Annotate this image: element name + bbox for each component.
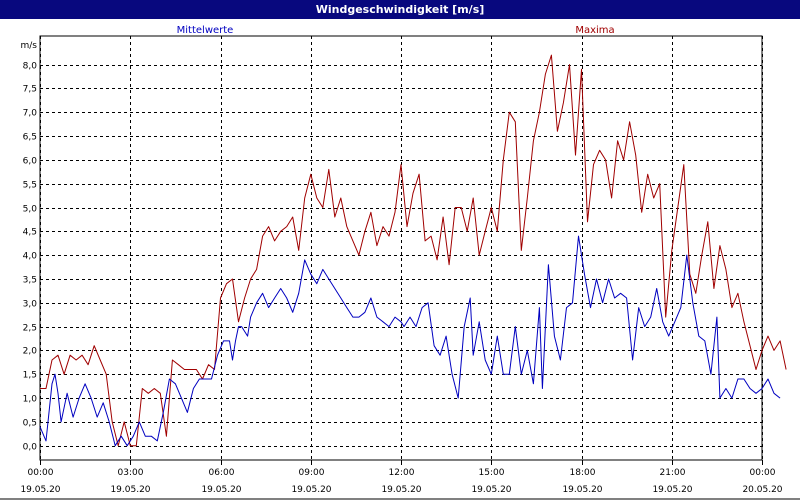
y-tick-label: 5,0 [23, 205, 38, 215]
y-tick-label: 2,0 [23, 347, 38, 357]
window-title: Windgeschwindigkeit [m/s] [0, 0, 800, 19]
x-tick-date-label: 19.05.20 [471, 485, 511, 495]
x-tick-time-label: 03:00 [118, 468, 144, 478]
x-tick-time-label: 15:00 [479, 468, 505, 478]
y-tick-label: 7,5 [23, 85, 37, 95]
x-tick-date-label: 20.05.20 [742, 485, 782, 495]
y-tick-label: 5,5 [23, 181, 37, 191]
x-tick-time-label: 00:00 [750, 468, 776, 478]
series-line-mittelwerte [39, 235, 781, 447]
series-line-maxima [40, 54, 787, 447]
y-tick-label: 1,0 [23, 395, 38, 405]
y-tick-label: 8,0 [23, 62, 38, 72]
x-tick-time-label: 12:00 [389, 468, 415, 478]
x-tick-date-label: 19.05.20 [201, 485, 241, 495]
frame-bottom [0, 498, 800, 500]
x-tick-time-label: 21:00 [660, 468, 686, 478]
y-tick-label: 1,5 [23, 371, 37, 381]
x-tick-time-label: 00:00 [28, 468, 54, 478]
x-tick-date-label: 19.05.20 [381, 485, 421, 495]
legend-max: Maxima [575, 25, 615, 36]
legend-mean: Mittelwerte [176, 25, 234, 36]
y-axis-label: m/s [21, 41, 38, 51]
x-tick-time-label: 09:00 [299, 468, 325, 478]
x-tick-time-label: 06:00 [209, 468, 235, 478]
x-tick-date-label: 19.05.20 [291, 485, 331, 495]
x-tick-date-label: 19.05.20 [562, 485, 602, 495]
y-tick-label: 4,5 [23, 228, 37, 238]
x-tick-date-label: 19.05.20 [20, 485, 60, 495]
x-tick-time-label: 18:00 [570, 468, 596, 478]
y-tick-label: 2,5 [23, 324, 37, 334]
y-tick-label: 3,5 [23, 276, 37, 286]
y-tick-label: 6,5 [23, 133, 37, 143]
y-tick-label: 3,0 [23, 300, 38, 310]
x-tick-date-label: 19.05.20 [110, 485, 150, 495]
y-tick-label: 0,0 [23, 443, 38, 453]
y-tick-label: 4,0 [23, 252, 38, 262]
x-tick-date-label: 19.05.20 [652, 485, 692, 495]
y-tick-label: 6,0 [23, 157, 38, 167]
y-tick-label: 0,5 [23, 419, 37, 429]
y-tick-label: 7,0 [23, 109, 38, 119]
